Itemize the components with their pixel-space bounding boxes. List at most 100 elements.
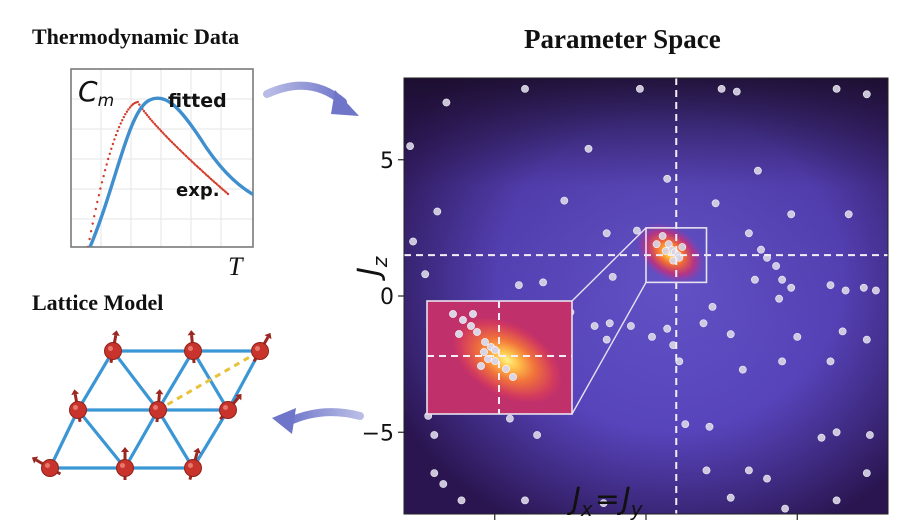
sample-point	[862, 469, 871, 477]
sample-point	[599, 499, 608, 507]
sample-point	[708, 302, 717, 311]
sample-point	[602, 335, 611, 344]
inset-sample-point	[491, 346, 499, 354]
sample-point	[539, 278, 547, 287]
sample-point	[826, 357, 835, 366]
sample-point	[862, 335, 871, 344]
sample-point	[726, 330, 735, 339]
fitted-label: fitted	[168, 90, 227, 112]
sample-point	[699, 319, 708, 328]
sample-point	[663, 174, 672, 183]
sample-point	[744, 466, 753, 475]
y-tick-label: −5	[362, 421, 394, 446]
sample-point	[832, 428, 841, 437]
y-tick-label: 0	[380, 285, 394, 310]
spin-site	[184, 330, 202, 364]
sample-point	[866, 431, 874, 439]
sample-point	[844, 210, 853, 219]
thermodynamic-plot: Cm fitted exp. T	[60, 58, 270, 263]
sample-point	[838, 327, 847, 336]
sample-point	[584, 144, 593, 153]
sample-point	[744, 229, 753, 238]
sample-point	[772, 262, 780, 270]
y-tick-label: 5	[380, 149, 394, 174]
experimental-data-points	[86, 100, 230, 247]
exp-label: exp.	[176, 180, 220, 201]
sample-point	[560, 196, 569, 205]
sample-point	[793, 332, 802, 341]
inset-sample-point	[469, 310, 477, 318]
sample-point	[635, 84, 644, 93]
sample-point	[763, 474, 771, 483]
axis-ticks: −505−505	[362, 149, 805, 526]
inset-sample-point	[455, 330, 463, 338]
heatmap-area	[404, 78, 888, 514]
parameter-space-chart: −505−505 Jz	[352, 77, 889, 526]
sample-point	[872, 286, 880, 295]
sample-point	[406, 142, 414, 150]
sample-point	[757, 245, 765, 254]
cm-axis-label: Cm	[78, 75, 114, 111]
sample-point	[661, 247, 670, 255]
sample-point	[533, 431, 541, 439]
thermodynamic-data-title: Thermodynamic Data	[32, 24, 240, 49]
sample-point	[505, 414, 514, 423]
sample-point	[608, 272, 617, 281]
sample-point	[648, 332, 656, 341]
sample-point	[430, 431, 439, 439]
sample-point	[717, 84, 726, 93]
sample-point	[726, 493, 735, 502]
sample-point	[521, 84, 529, 93]
zoom-connector-line	[571, 282, 647, 415]
inset-sample-point	[459, 316, 467, 324]
sample-point	[787, 283, 796, 292]
sample-point	[430, 469, 439, 477]
zoom-connector-line	[571, 227, 647, 302]
inset-sample-points	[449, 310, 517, 381]
sample-point	[750, 275, 759, 284]
sample-point	[826, 281, 835, 289]
lattice-spins	[31, 330, 272, 480]
inset-sample-point	[481, 338, 489, 346]
sample-point	[711, 199, 720, 208]
sample-point	[652, 240, 661, 249]
sample-point	[832, 84, 841, 93]
spin-site	[116, 447, 134, 480]
inset-sample-point	[509, 373, 517, 381]
spin-site	[251, 332, 272, 363]
spin-site	[219, 393, 242, 421]
sample-point	[514, 281, 523, 289]
arrow-to-lattice-model	[272, 408, 364, 434]
sample-point	[778, 357, 786, 366]
sample-point	[705, 422, 714, 431]
sample-point	[421, 270, 430, 279]
sample-point	[590, 322, 599, 330]
x-axis-label-text: Jx=Jy	[572, 482, 643, 521]
sample-point	[675, 357, 684, 366]
sample-point	[817, 433, 826, 442]
sample-point	[841, 286, 850, 295]
sample-point	[439, 480, 448, 488]
sample-point	[442, 98, 451, 107]
next-neighbor-dashed-bond	[157, 349, 261, 412]
sample-point	[457, 496, 466, 505]
inset-sample-point	[491, 357, 499, 365]
sample-point	[663, 324, 672, 333]
sample-point	[862, 90, 871, 99]
parameter-space-title: Parameter Space	[524, 24, 721, 54]
zoom-inset	[426, 300, 573, 415]
sample-point	[778, 275, 786, 284]
sample-point	[433, 207, 442, 216]
spin-site	[31, 456, 62, 477]
spin-site	[69, 389, 87, 423]
t-axis-label-text: T	[228, 252, 243, 281]
thermo-plot-frame	[70, 68, 254, 248]
arrow-to-parameter-space	[263, 81, 359, 116]
spin-site	[184, 447, 202, 480]
inset-sample-point	[473, 328, 481, 336]
inset-sample-point	[449, 310, 457, 318]
lattice-model-title: Lattice Model	[32, 290, 164, 315]
sample-point	[678, 243, 687, 251]
sample-point	[753, 166, 762, 175]
inset-sample-point	[480, 348, 488, 356]
